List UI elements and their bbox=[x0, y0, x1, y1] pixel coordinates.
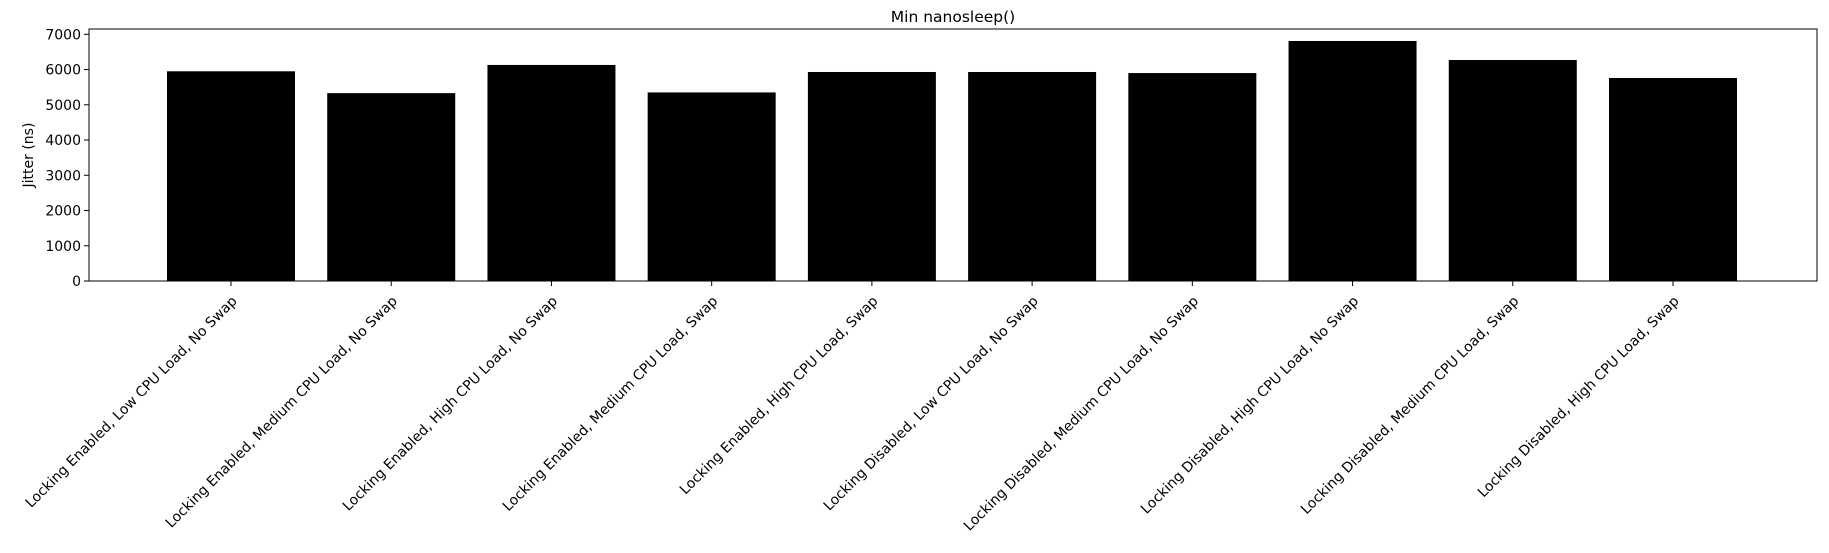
bar bbox=[1448, 60, 1577, 282]
y-axis-ticks: 0 1000 2000 3000 4000 5000 6000 7000 bbox=[45, 27, 89, 290]
bar bbox=[1128, 73, 1257, 282]
y-tick-label: 1000 bbox=[45, 239, 81, 255]
x-tick-label: Locking Enabled, High CPU Load, Swap bbox=[677, 293, 882, 498]
y-tick-label: 7000 bbox=[45, 27, 81, 43]
bars-group bbox=[167, 40, 1737, 282]
bar bbox=[807, 71, 936, 282]
bar bbox=[487, 64, 616, 282]
y-tick-label: 6000 bbox=[45, 63, 81, 79]
y-axis-label: Jitter (ns) bbox=[21, 123, 37, 189]
bar bbox=[327, 93, 456, 282]
bar bbox=[1288, 40, 1417, 281]
y-tick-label: 5000 bbox=[45, 98, 81, 114]
x-axis-ticks: Locking Enabled, Low CPU Load, No SwapLo… bbox=[23, 281, 1683, 534]
bar bbox=[647, 92, 776, 282]
y-tick-label: 4000 bbox=[45, 133, 81, 149]
y-tick-label: 3000 bbox=[45, 168, 81, 184]
chart-title: Min nanosleep() bbox=[891, 8, 1015, 26]
bar bbox=[167, 71, 295, 282]
y-tick-label: 2000 bbox=[45, 204, 81, 220]
plot-frame bbox=[88, 28, 1818, 282]
bar bbox=[1609, 77, 1737, 282]
bar bbox=[968, 71, 1097, 282]
y-tick-label: 0 bbox=[72, 274, 81, 290]
x-tick-label: Locking Disabled, High CPU Load, Swap bbox=[1475, 293, 1683, 501]
